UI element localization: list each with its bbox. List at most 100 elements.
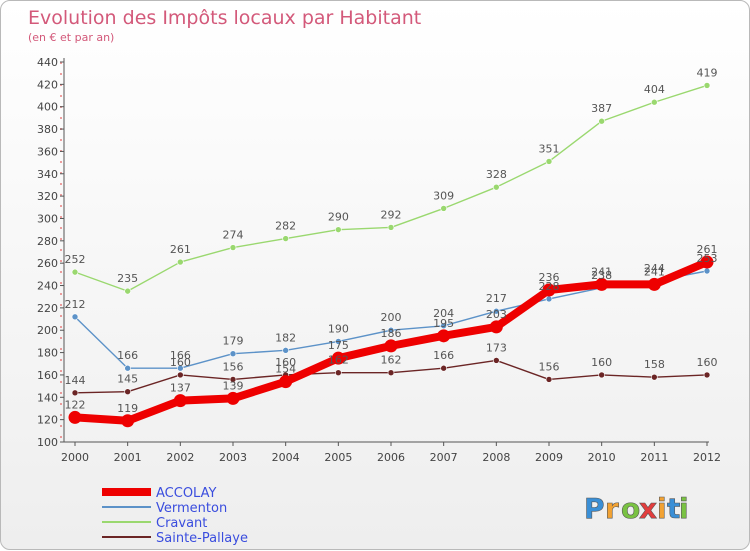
logo-letter: x: [639, 492, 657, 525]
y-tick-label: 180: [37, 347, 58, 360]
data-label: 228: [539, 280, 560, 293]
data-point: [387, 369, 395, 377]
data-point: [598, 117, 605, 125]
data-label: 162: [328, 354, 349, 367]
data-point: [493, 357, 500, 364]
data-label: 241: [644, 265, 665, 278]
data-point: [282, 235, 289, 242]
data-point: [124, 364, 131, 372]
data-label: 244: [644, 262, 665, 275]
data-label: 173: [486, 341, 507, 354]
data-point: [489, 320, 503, 334]
y-tick-label: 160: [37, 369, 58, 382]
data-point: [71, 268, 79, 276]
data-label: 238: [591, 269, 612, 282]
data-point: [387, 224, 395, 231]
data-point: [335, 369, 342, 377]
data-point: [703, 267, 711, 275]
data-label: 182: [275, 331, 296, 344]
y-tick-label: 120: [37, 414, 58, 427]
x-tick-label: 2012: [693, 451, 721, 464]
data-point: [440, 322, 447, 330]
data-point: [71, 313, 79, 321]
data-label: 290: [328, 211, 349, 224]
data-label: 160: [591, 356, 612, 369]
data-point: [437, 329, 451, 343]
logo-letter: i: [679, 492, 689, 525]
y-tick-label: 340: [37, 168, 58, 181]
data-labels: 144 145 160 156 160 162 162 166 173 156 160 158 160 2…: [65, 66, 718, 414]
x-tick-label: 2003: [219, 451, 247, 464]
series-line-cravant: [74, 84, 708, 292]
x-tick-label: 2007: [430, 451, 458, 464]
x-tick-label: 2005: [324, 451, 352, 464]
x-tick-label: 2009: [535, 451, 563, 464]
data-point: [703, 371, 711, 379]
data-label: 261: [697, 243, 718, 256]
y-tick-label: 440: [37, 56, 58, 69]
data-label: 179: [223, 335, 244, 348]
data-label: 351: [539, 142, 560, 155]
x-tick-label: 2000: [61, 451, 89, 464]
data-label: 160: [275, 356, 296, 369]
data-label: 235: [117, 272, 138, 285]
data-label: 252: [65, 253, 86, 266]
data-point: [545, 295, 553, 303]
data-label: 404: [644, 83, 665, 96]
data-point: [387, 326, 395, 334]
data-label: 160: [170, 356, 191, 369]
x-tick-label: 2001: [114, 451, 142, 464]
data-point: [226, 391, 240, 405]
data-label: 204: [433, 307, 454, 320]
data-label: 282: [275, 220, 296, 233]
y-tick-label: 200: [37, 324, 58, 337]
data-point: [542, 283, 556, 297]
data-label: 166: [117, 349, 138, 362]
data-point: [440, 205, 447, 212]
chart-title: Evolution des Impôts locaux par Habitant: [28, 7, 421, 29]
data-point: [229, 350, 237, 358]
chart-subtitle: (en € et par an): [28, 31, 114, 44]
data-point: [647, 277, 661, 291]
data-point: [700, 255, 714, 269]
y-tick-label: 140: [37, 391, 58, 404]
axes: 100 120 140 160 180 200 220 240 260 280 300 320 340 3…: [37, 56, 721, 464]
data-label: 139: [223, 379, 244, 392]
y-tick-label: 400: [37, 101, 58, 114]
data-point: [440, 364, 447, 372]
data-point: [177, 258, 184, 266]
data-label: 156: [539, 360, 560, 373]
data-label: 119: [117, 402, 138, 415]
logo-letter: P: [584, 492, 605, 525]
data-label: 217: [486, 292, 507, 305]
logo-letter: t: [667, 492, 680, 525]
data-point: [651, 373, 658, 381]
y-tick-label: 100: [37, 436, 58, 449]
y-tick-label: 360: [37, 145, 58, 158]
data-label: 175: [328, 339, 349, 352]
data-label: 387: [591, 102, 612, 115]
x-tick-label: 2002: [166, 451, 194, 464]
legend-label: Sainte-Pallaye: [156, 531, 248, 546]
legend-label: ACCOLAY: [156, 486, 216, 501]
data-label: 236: [539, 271, 560, 284]
data-point: [335, 226, 342, 233]
data-point: [282, 347, 289, 354]
data-label: 261: [170, 243, 191, 256]
data-label: 241: [591, 265, 612, 278]
data-point: [177, 364, 184, 372]
data-point: [279, 375, 293, 389]
data-point: [651, 98, 658, 106]
y-tick-label: 420: [37, 78, 58, 91]
data-point: [493, 307, 500, 315]
data-label: 186: [381, 327, 402, 340]
logo-letter: o: [621, 492, 640, 525]
data-point: [493, 183, 500, 191]
x-tick-label: 2006: [377, 451, 405, 464]
data-point: [545, 158, 553, 165]
data-label: 328: [486, 168, 507, 181]
data-label: 309: [433, 189, 454, 202]
